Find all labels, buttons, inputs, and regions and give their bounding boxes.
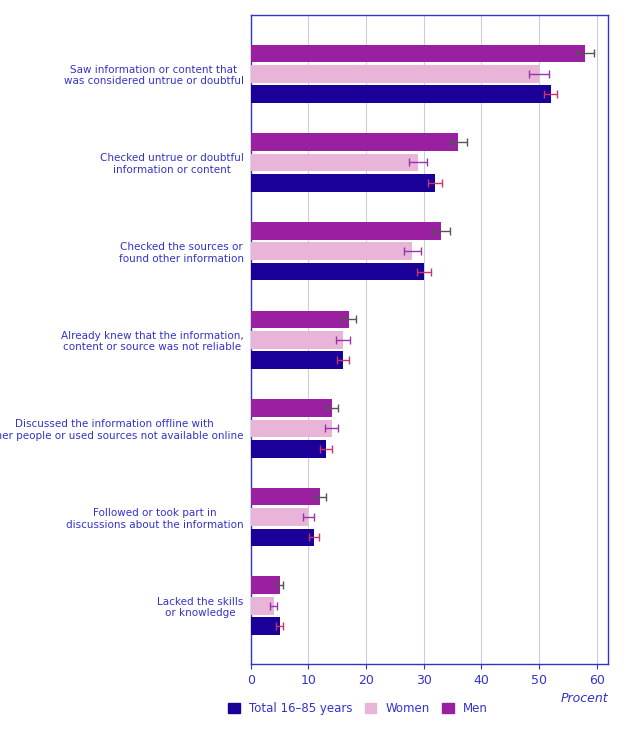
- Bar: [251, 420, 332, 437]
- Bar: [251, 617, 280, 635]
- Bar: [251, 440, 326, 458]
- Bar: [251, 399, 332, 417]
- Bar: [251, 576, 280, 594]
- Bar: [251, 174, 435, 192]
- Bar: [251, 242, 412, 260]
- Legend: Total 16–85 years, Women, Men: Total 16–85 years, Women, Men: [223, 698, 493, 720]
- Bar: [251, 85, 551, 103]
- Bar: [251, 310, 349, 328]
- Text: Procent: Procent: [561, 692, 608, 705]
- Bar: [251, 528, 314, 547]
- Bar: [251, 263, 424, 280]
- Bar: [251, 222, 441, 239]
- Bar: [251, 331, 343, 349]
- Bar: [251, 133, 458, 151]
- Bar: [251, 488, 320, 506]
- Bar: [251, 153, 418, 171]
- Bar: [251, 596, 274, 615]
- Bar: [251, 65, 539, 83]
- Bar: [251, 508, 308, 526]
- Bar: [251, 351, 343, 369]
- Bar: [251, 45, 585, 63]
